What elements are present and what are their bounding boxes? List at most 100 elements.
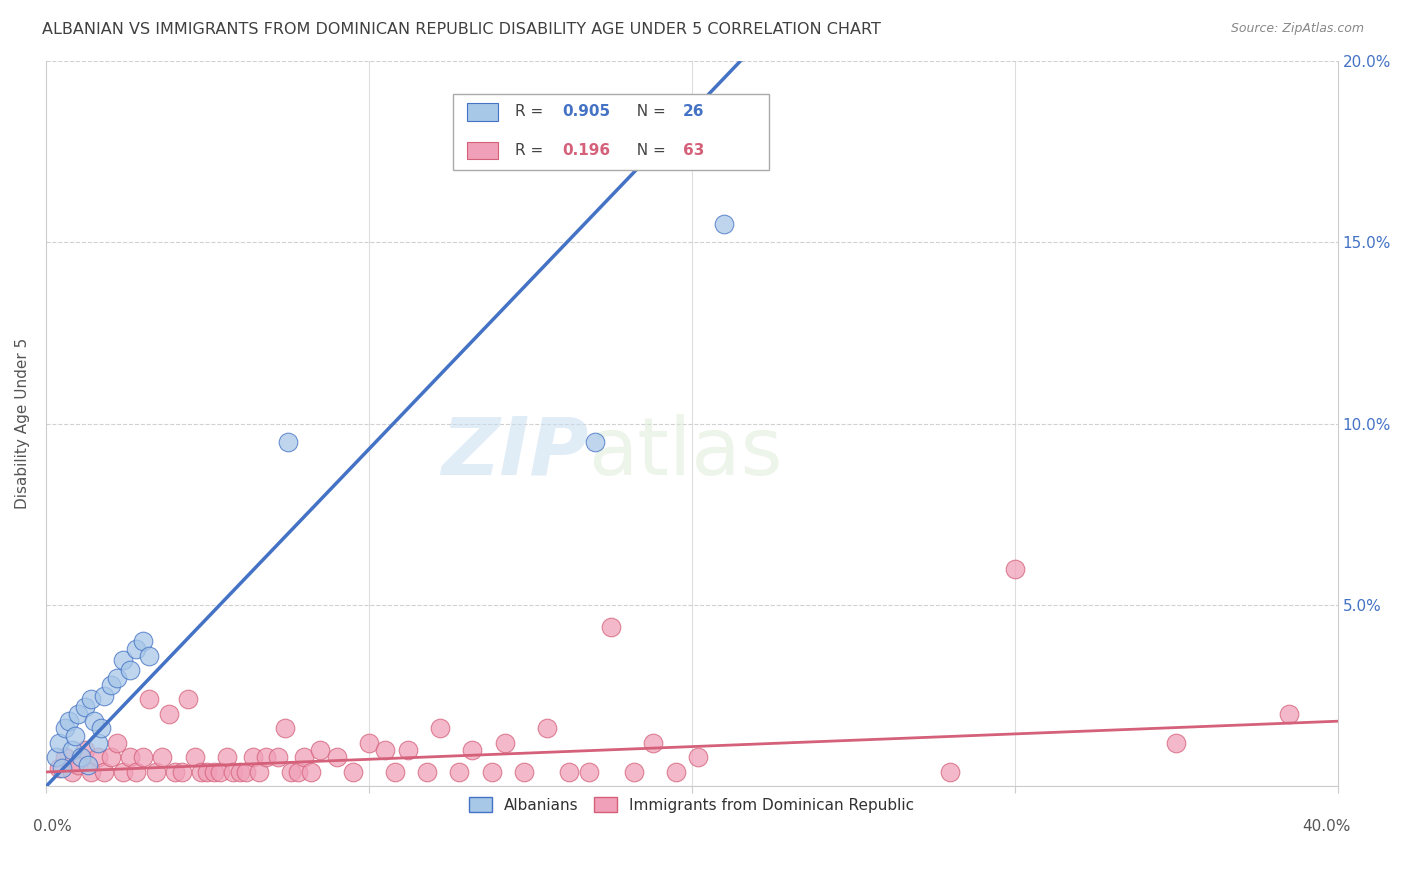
Point [229, 764, 252, 779]
Point [277, 434, 299, 449]
Point [58, 714, 80, 729]
Point [83, 714, 105, 729]
Legend: Albanians, Immigrants from Dominican Republic: Albanians, Immigrants from Dominican Rep… [463, 791, 921, 819]
Point [583, 434, 606, 449]
Point [63, 729, 86, 743]
Point [235, 764, 257, 779]
Point [67, 757, 90, 772]
Point [247, 764, 270, 779]
Point [357, 736, 380, 750]
Point [105, 671, 128, 685]
Text: R =: R = [515, 143, 548, 158]
Point [183, 750, 205, 764]
Point [254, 750, 277, 764]
Point [48, 736, 70, 750]
Point [481, 764, 503, 779]
Point [138, 692, 160, 706]
Point [578, 764, 600, 779]
Point [70, 750, 93, 764]
Point [86, 750, 108, 764]
Point [170, 764, 193, 779]
Text: Source: ZipAtlas.com: Source: ZipAtlas.com [1230, 22, 1364, 36]
Point [150, 750, 173, 764]
FancyBboxPatch shape [453, 94, 769, 170]
Point [157, 706, 180, 721]
Text: N =: N = [627, 143, 671, 158]
Point [125, 764, 148, 779]
Point [93, 764, 115, 779]
Point [396, 743, 419, 757]
Point [112, 764, 135, 779]
Point [449, 764, 471, 779]
Point [100, 750, 122, 764]
Y-axis label: Disability Age Under 5: Disability Age Under 5 [15, 338, 30, 509]
Point [53, 750, 76, 764]
Text: 63: 63 [683, 143, 704, 158]
Point [287, 764, 309, 779]
Point [1166, 736, 1188, 750]
Point [80, 692, 103, 706]
Point [45, 750, 67, 764]
Point [222, 764, 245, 779]
Point [643, 736, 665, 750]
Point [1004, 562, 1026, 576]
Point [461, 743, 484, 757]
Point [416, 764, 439, 779]
Point [132, 634, 155, 648]
FancyBboxPatch shape [467, 103, 498, 120]
Point [325, 750, 347, 764]
Text: N =: N = [627, 104, 671, 120]
Point [73, 743, 96, 757]
Point [125, 641, 148, 656]
Point [60, 764, 83, 779]
Point [48, 761, 70, 775]
Point [384, 764, 406, 779]
Point [215, 750, 238, 764]
Point [105, 736, 128, 750]
Point [623, 764, 645, 779]
Point [165, 764, 187, 779]
Point [77, 757, 100, 772]
Point [197, 764, 219, 779]
Point [600, 620, 623, 634]
Point [374, 743, 396, 757]
Point [53, 722, 76, 736]
Point [100, 678, 122, 692]
Point [665, 764, 688, 779]
Point [713, 218, 735, 232]
Point [429, 722, 451, 736]
Text: ALBANIAN VS IMMIGRANTS FROM DOMINICAN REPUBLIC DISABILITY AGE UNDER 5 CORRELATIO: ALBANIAN VS IMMIGRANTS FROM DOMINICAN RE… [42, 22, 882, 37]
Point [60, 743, 83, 757]
Text: 0.0%: 0.0% [34, 819, 72, 834]
Point [73, 699, 96, 714]
Point [80, 764, 103, 779]
Point [209, 764, 232, 779]
Point [274, 722, 297, 736]
Text: R =: R = [515, 104, 548, 120]
Text: ZIP: ZIP [441, 414, 589, 491]
Point [132, 750, 155, 764]
Text: 40.0%: 40.0% [1302, 819, 1351, 834]
Point [118, 664, 141, 678]
Point [90, 722, 112, 736]
Text: 0.905: 0.905 [562, 104, 610, 120]
Point [145, 764, 167, 779]
Point [177, 692, 200, 706]
Point [112, 652, 135, 666]
Point [939, 764, 962, 779]
Text: atlas: atlas [589, 414, 783, 491]
Point [267, 750, 290, 764]
Point [242, 750, 264, 764]
Point [513, 764, 536, 779]
Point [292, 750, 315, 764]
Point [688, 750, 710, 764]
Point [342, 764, 364, 779]
Point [558, 764, 581, 779]
Point [118, 750, 141, 764]
Point [67, 706, 90, 721]
Point [190, 764, 212, 779]
Point [138, 648, 160, 663]
Point [202, 764, 225, 779]
Point [536, 722, 558, 736]
Point [51, 761, 73, 775]
